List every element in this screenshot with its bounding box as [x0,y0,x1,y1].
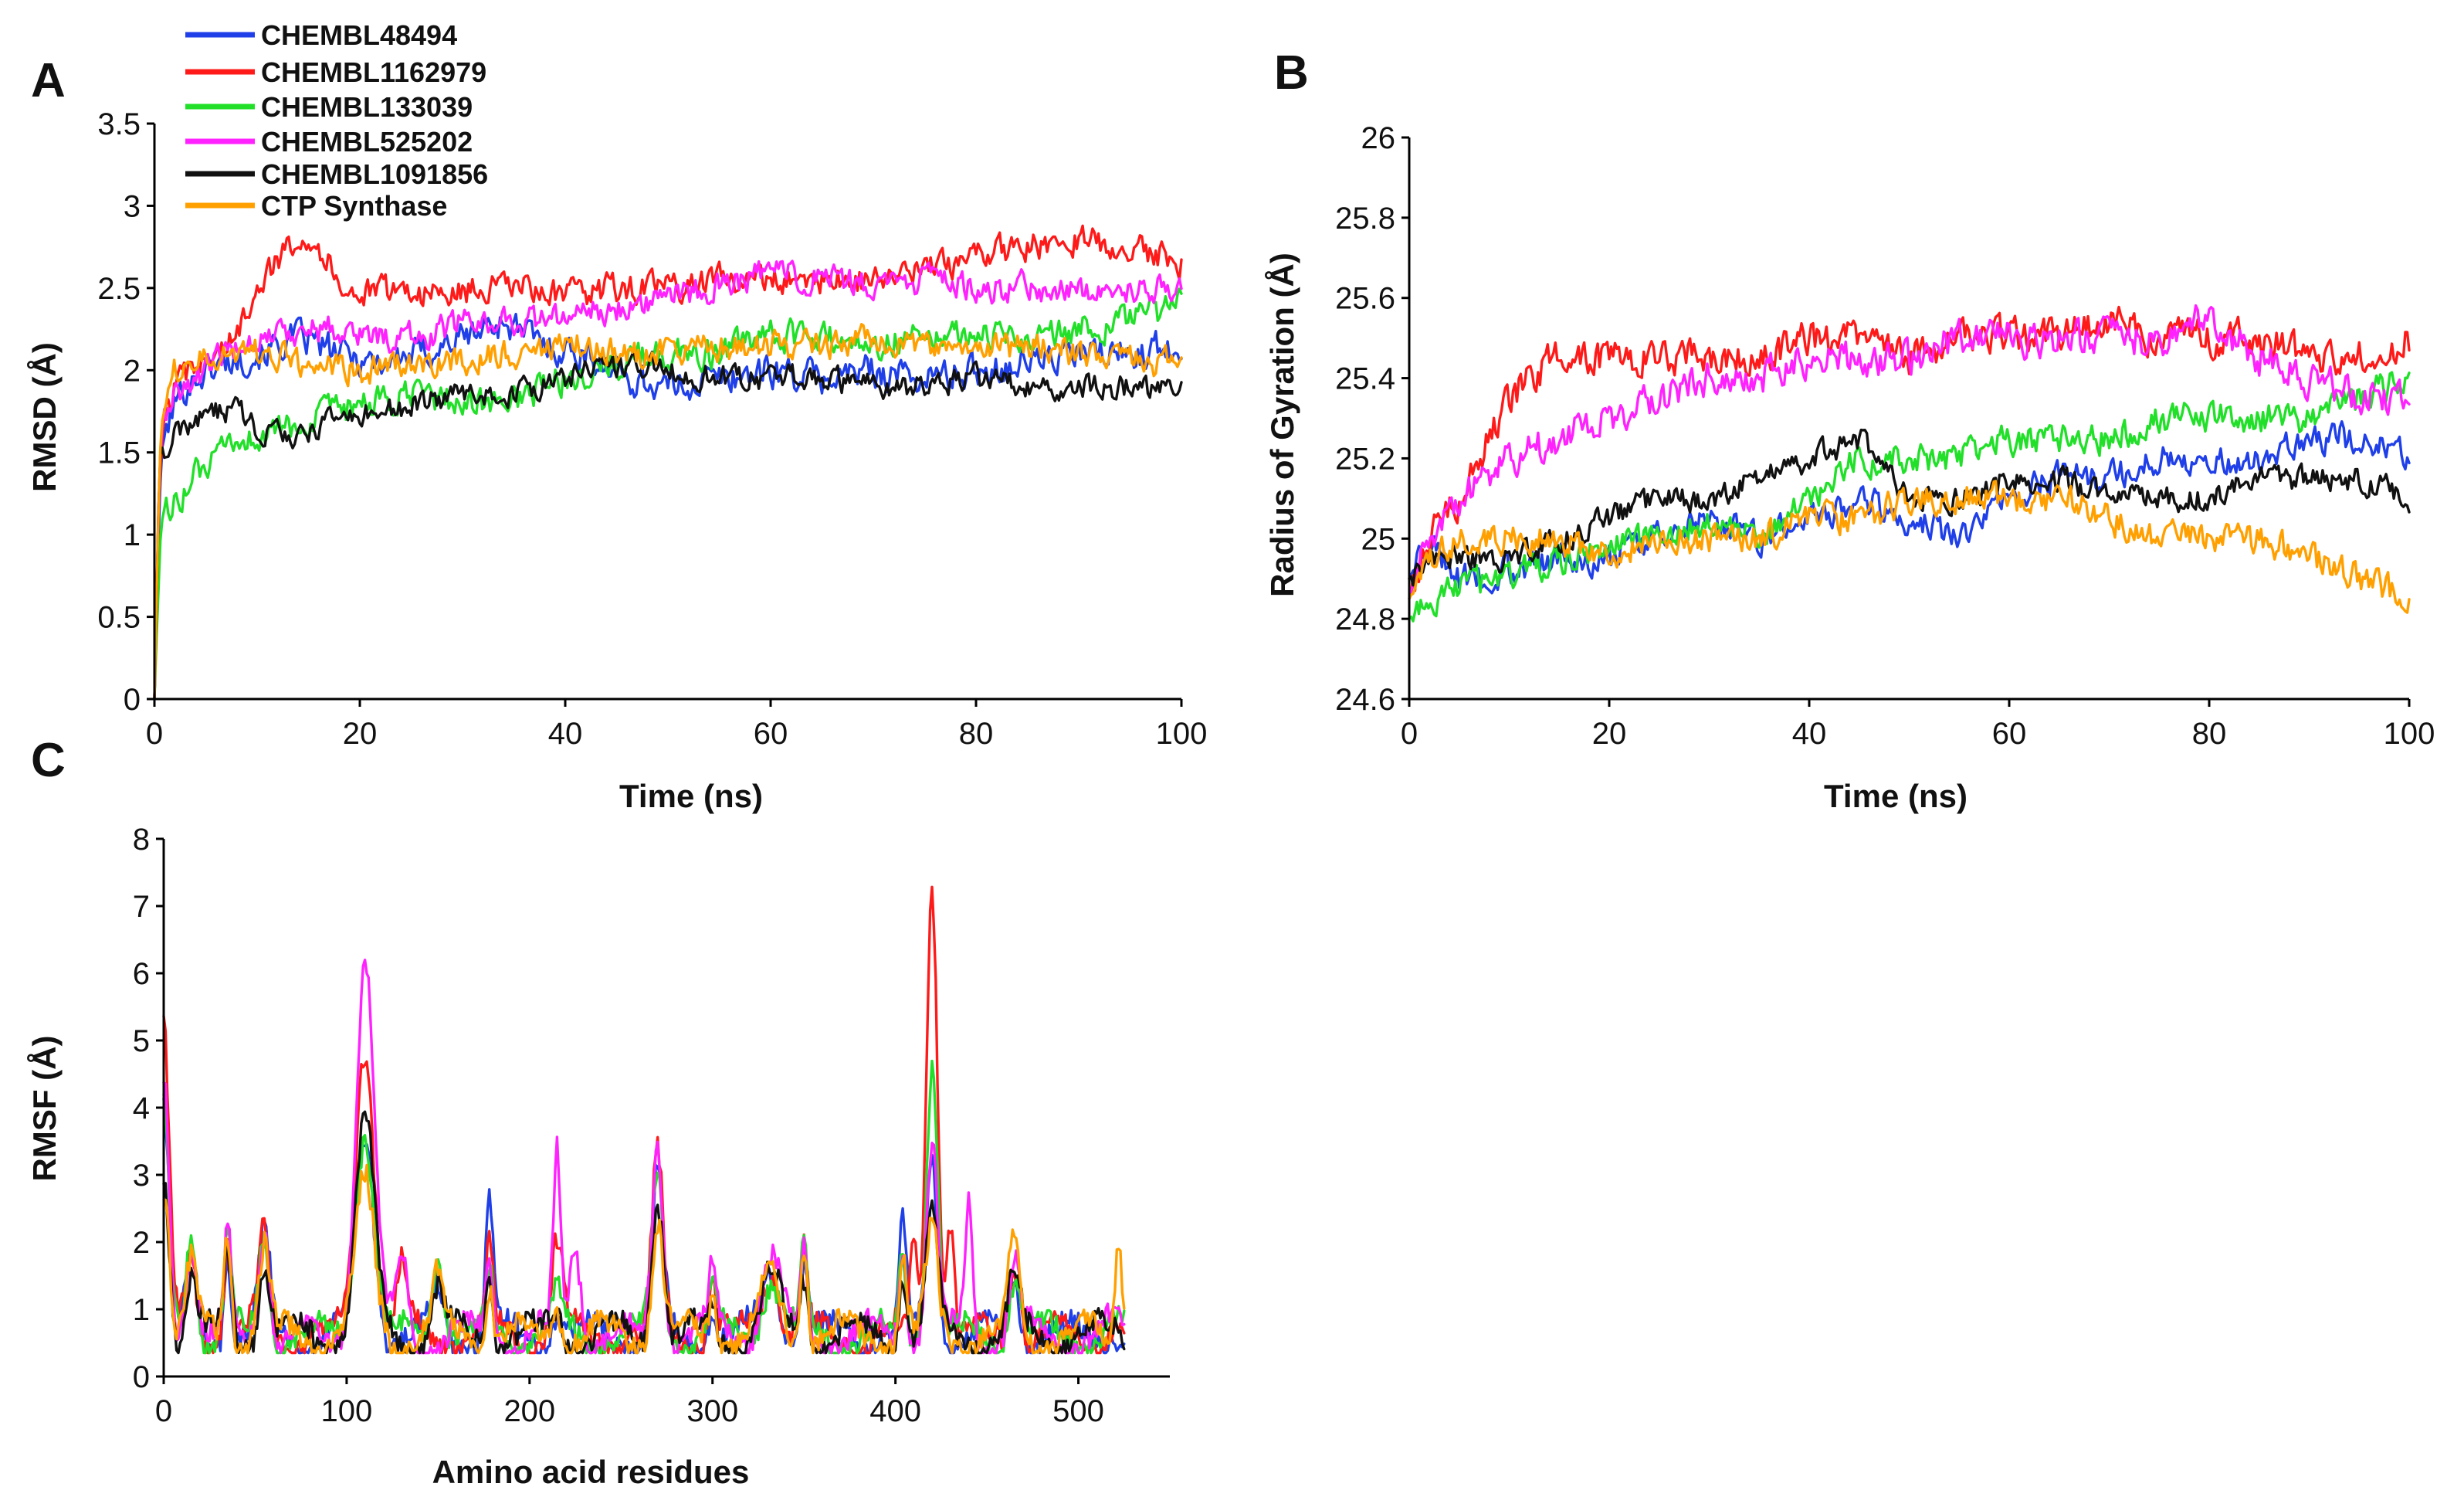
legend-label: CHEMBL525202 [261,126,473,158]
legend-label: CHEMBL133039 [261,91,473,123]
panel-c-xlabel: Amino acid residues [432,1454,750,1490]
x-tick-label: 20 [343,717,378,751]
panel-c-axes: 0 1 2 3 4 5 6 7 8 0 100 200 300 400 500 [133,823,1170,1428]
y-tick-label: 0 [124,683,141,717]
legend-item: CHEMBL1162979 [185,56,486,88]
series-line-ctp-synthase [162,1163,1126,1355]
x-tick-label: 80 [959,717,994,751]
x-tick-label: 100 [321,1394,373,1428]
x-tick-label: 60 [1992,717,2027,751]
y-tick-label: 25.2 [1335,442,1395,476]
x-tick-label: 60 [754,717,788,751]
legend-item: CHEMBL133039 [185,91,473,123]
legend-item: CTP Synthase [185,190,447,222]
x-tick-label: 100 [2384,717,2435,751]
panel-label-a: A [31,54,66,107]
y-tick-label: 2.5 [97,272,141,306]
panel-a-axes: 0 0.5 1 1.5 2 2.5 3 3.5 0 20 40 60 80 100 [97,107,1207,751]
series-line-chembl133039 [1408,371,2411,623]
y-tick-label: 0 [133,1360,150,1394]
panel-b-xlabel: Time (ns) [1824,778,1967,814]
x-tick-label: 200 [503,1394,555,1428]
series-line-chembl133039 [162,1059,1126,1355]
legend-label: CHEMBL1162979 [261,56,486,88]
y-tick-label: 24.8 [1335,602,1395,636]
legend-item: CHEMBL48494 [185,19,457,51]
y-tick-label: 7 [133,890,150,924]
series-line-chembl525202 [153,260,1183,701]
panel-label-b: B [1274,46,1309,100]
y-tick-label: 8 [133,823,150,857]
legend-item: CHEMBL1091856 [185,158,488,190]
y-tick-label: 25.4 [1335,362,1395,396]
panel-c-ylabel: RMSF (Å) [26,1036,63,1182]
y-tick-label: 1 [133,1293,150,1327]
panel-a-ylabel: RMSD (Å) [26,342,63,492]
series-line-chembl48494 [153,312,1183,701]
y-tick-label: 4 [133,1091,150,1125]
series-line-chembl133039 [153,287,1183,701]
series-line-chembl1162979 [1408,305,2411,600]
y-tick-label: 25 [1361,522,1396,556]
y-tick-label: 26 [1361,121,1396,155]
panel-b-axes: 24.6 24.8 25 25.2 25.4 25.6 25.8 26 0 20 40 60 80 100 [1335,121,2435,751]
x-tick-label: 300 [686,1394,738,1428]
panel-a-xlabel: Time (ns) [619,778,763,814]
panel-b-ylabel: Radius of Gyration (Å) [1264,253,1300,597]
y-tick-label: 25.8 [1335,202,1395,236]
panel-a-series [153,224,1183,701]
series-line-ctp-synthase [1408,480,2411,614]
series-line-chembl1091856 [162,1110,1126,1355]
legend-label: CTP Synthase [261,190,447,222]
y-tick-label: 24.6 [1335,683,1395,717]
y-tick-label: 6 [133,957,150,991]
panel-b-series [1408,304,2411,623]
x-tick-label: 0 [146,717,163,751]
x-tick-label: 400 [869,1394,921,1428]
x-tick-label: 0 [155,1394,172,1428]
legend-item: CHEMBL525202 [185,126,473,158]
y-tick-label: 3.5 [97,107,141,141]
x-tick-label: 500 [1052,1394,1104,1428]
series-line-ctp-synthase [153,323,1183,701]
series-line-chembl1091856 [153,350,1183,701]
legend-label: CHEMBL48494 [261,19,457,51]
series-line-chembl1162979 [153,224,1183,701]
y-tick-label: 1.5 [97,436,141,470]
legend: CHEMBL48494 CHEMBL1162979 CHEMBL133039 C… [185,19,488,222]
panel-a-rmsd-chart: 0 0.5 1 1.5 2 2.5 3 3.5 0 20 40 60 80 100 Time (ns) R… [26,107,1207,814]
y-tick-label: 25.6 [1335,282,1395,316]
x-tick-label: 80 [2192,717,2227,751]
y-tick-label: 3 [124,189,141,223]
y-tick-label: 5 [133,1024,150,1058]
y-tick-label: 2 [124,354,141,388]
panel-b-rg-chart: 24.6 24.8 25 25.2 25.4 25.6 25.8 26 0 20 40 60 80 100… [1264,121,2435,814]
x-tick-label: 40 [1792,717,1827,751]
x-tick-label: 0 [1401,717,1418,751]
x-tick-label: 20 [1592,717,1627,751]
y-tick-label: 3 [133,1159,150,1193]
y-tick-label: 0.5 [97,601,141,635]
series-line-chembl525202 [162,958,1126,1355]
series-line-chembl525202 [1408,304,2411,600]
x-tick-label: 100 [1156,717,1208,751]
panel-c-series [162,885,1126,1355]
y-tick-label: 2 [133,1226,150,1260]
x-tick-label: 40 [548,717,583,751]
legend-label: CHEMBL1091856 [261,158,488,190]
y-tick-label: 1 [124,518,141,552]
panel-label-c: C [31,734,66,787]
panel-c-rmsf-chart: 0 1 2 3 4 5 6 7 8 0 100 200 300 400 500 Amino acid res… [26,823,1170,1490]
